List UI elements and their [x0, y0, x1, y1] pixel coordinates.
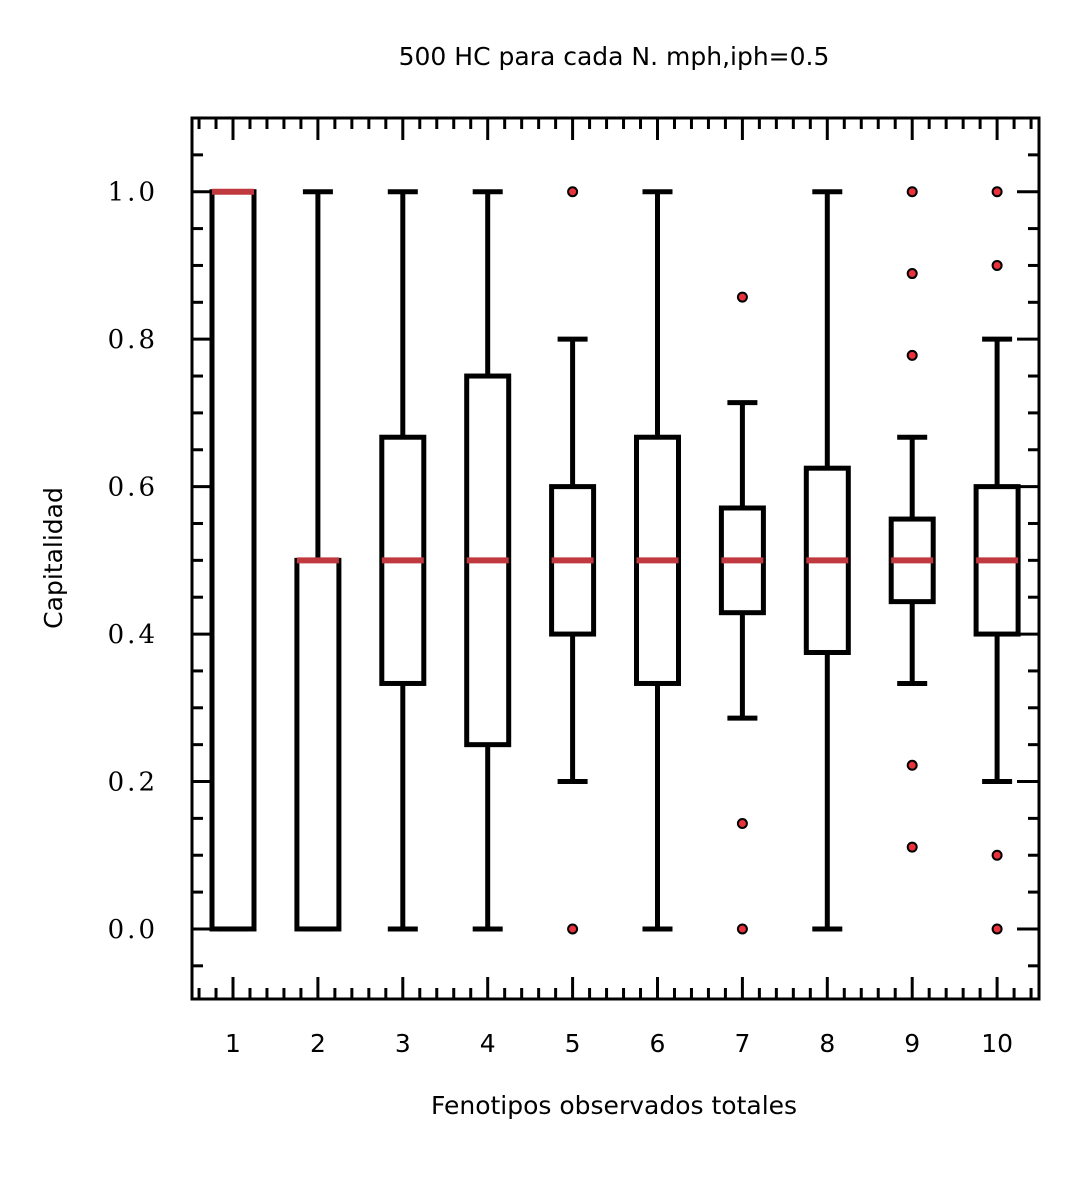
x-tick-label: 4 [480, 1029, 496, 1058]
y-tick-label: 0.8 [108, 325, 158, 355]
y-tick-label: 0.4 [108, 620, 158, 650]
outlier-point [567, 923, 579, 935]
outlier-point [736, 818, 748, 830]
box-group-1 [209, 188, 257, 932]
outlier-point [906, 349, 918, 361]
box-group-7 [718, 291, 766, 935]
box-group-2 [294, 189, 342, 932]
x-tick-label: 2 [310, 1029, 326, 1058]
y-tick-label: 0.0 [108, 915, 158, 945]
x-tick-label: 10 [981, 1029, 1013, 1058]
axis-ticks [192, 118, 1039, 999]
x-tick-label: 5 [565, 1029, 581, 1058]
box-group-6 [634, 189, 681, 932]
box-group-9 [888, 186, 936, 853]
outlier-point [991, 186, 1003, 198]
box-group-4 [464, 189, 512, 932]
x-tick-label: 7 [734, 1029, 750, 1058]
outlier-point [567, 186, 579, 198]
outlier-point [906, 268, 918, 280]
axis-tick-labels: 0.0 0.2 0.4 0.6 0.8 1.0 1 2 3 4 5 6 7 8 9 10 [108, 178, 1013, 1058]
x-tick-label: 6 [650, 1029, 666, 1058]
plot-frame [190, 116, 1041, 1001]
outlier-point [906, 841, 918, 853]
outlier-point [906, 186, 918, 198]
x-axis-label: Fenotipos observados totales [431, 1091, 797, 1120]
outlier-point [736, 923, 748, 935]
box-iqr [209, 189, 257, 932]
outlier-point [991, 849, 1003, 861]
outlier-point [906, 759, 918, 771]
box-iqr [294, 557, 342, 932]
outlier-point [736, 291, 748, 303]
x-tick-label: 1 [225, 1029, 241, 1058]
box-group-10 [973, 186, 1021, 935]
y-tick-label: 0.2 [108, 768, 158, 798]
box-group-8 [803, 189, 851, 932]
chart-title: 500 HC para cada N. mph,iph=0.5 [399, 42, 830, 71]
y-tick-label: 0.6 [108, 473, 158, 503]
x-tick-label: 9 [904, 1029, 920, 1058]
outlier-point [991, 923, 1003, 935]
box-group-3 [379, 189, 427, 932]
x-tick-label: 8 [819, 1029, 835, 1058]
outlier-point [991, 259, 1003, 271]
x-tick-label: 3 [395, 1029, 411, 1058]
y-axis-label: Capitalidad [39, 487, 68, 629]
box-group-5 [549, 186, 597, 935]
y-tick-label: 1.0 [108, 178, 158, 208]
boxes [209, 186, 1021, 935]
